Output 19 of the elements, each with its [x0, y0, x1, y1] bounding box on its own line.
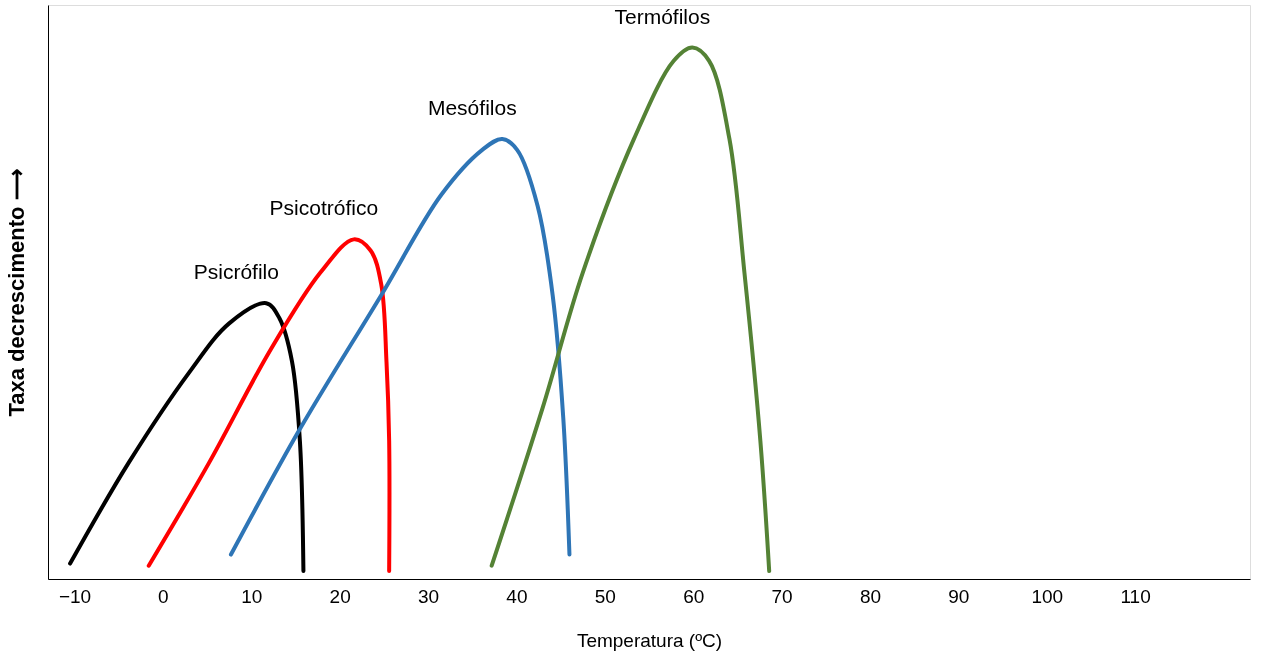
x-tick-label: 30 [417, 585, 440, 607]
x-axis-title: Temperatura (ºC) [576, 629, 723, 651]
series-label: Termófilos [614, 4, 711, 28]
x-tick-label: 70 [771, 585, 793, 607]
x-tick-label: 20 [329, 585, 351, 607]
x-tick-label: 10 [241, 585, 263, 607]
series-label: Mesófilos [427, 95, 517, 119]
x-tick-label: 90 [948, 585, 970, 607]
x-tick-label: 50 [594, 585, 616, 607]
y-axis-title: Taxa decrescimento ⟶ [3, 168, 29, 417]
series-label: Psicotrófico [269, 196, 379, 220]
x-tick-label: 100 [1031, 585, 1064, 607]
x-tick-label: 60 [683, 585, 705, 607]
series-label: Psicrófilo [193, 260, 279, 284]
x-tick-label: 110 [1120, 585, 1151, 607]
x-tick-label: −10 [58, 585, 92, 607]
x-tick-label: 0 [158, 585, 169, 607]
x-tick-label: 40 [506, 585, 528, 607]
x-tick-label: 80 [859, 585, 882, 607]
